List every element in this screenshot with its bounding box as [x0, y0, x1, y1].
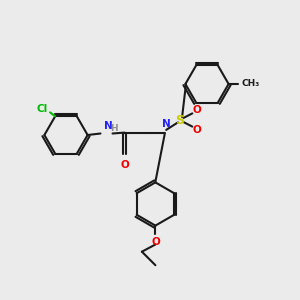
Text: H: H	[110, 124, 117, 133]
Text: O: O	[192, 105, 201, 115]
Text: Cl: Cl	[36, 104, 47, 114]
Text: S: S	[175, 113, 184, 127]
Text: O: O	[120, 160, 129, 170]
Text: N: N	[161, 119, 170, 129]
Text: N: N	[104, 121, 113, 130]
Text: CH₃: CH₃	[242, 80, 260, 88]
Text: O: O	[151, 237, 160, 247]
Text: O: O	[192, 125, 201, 135]
